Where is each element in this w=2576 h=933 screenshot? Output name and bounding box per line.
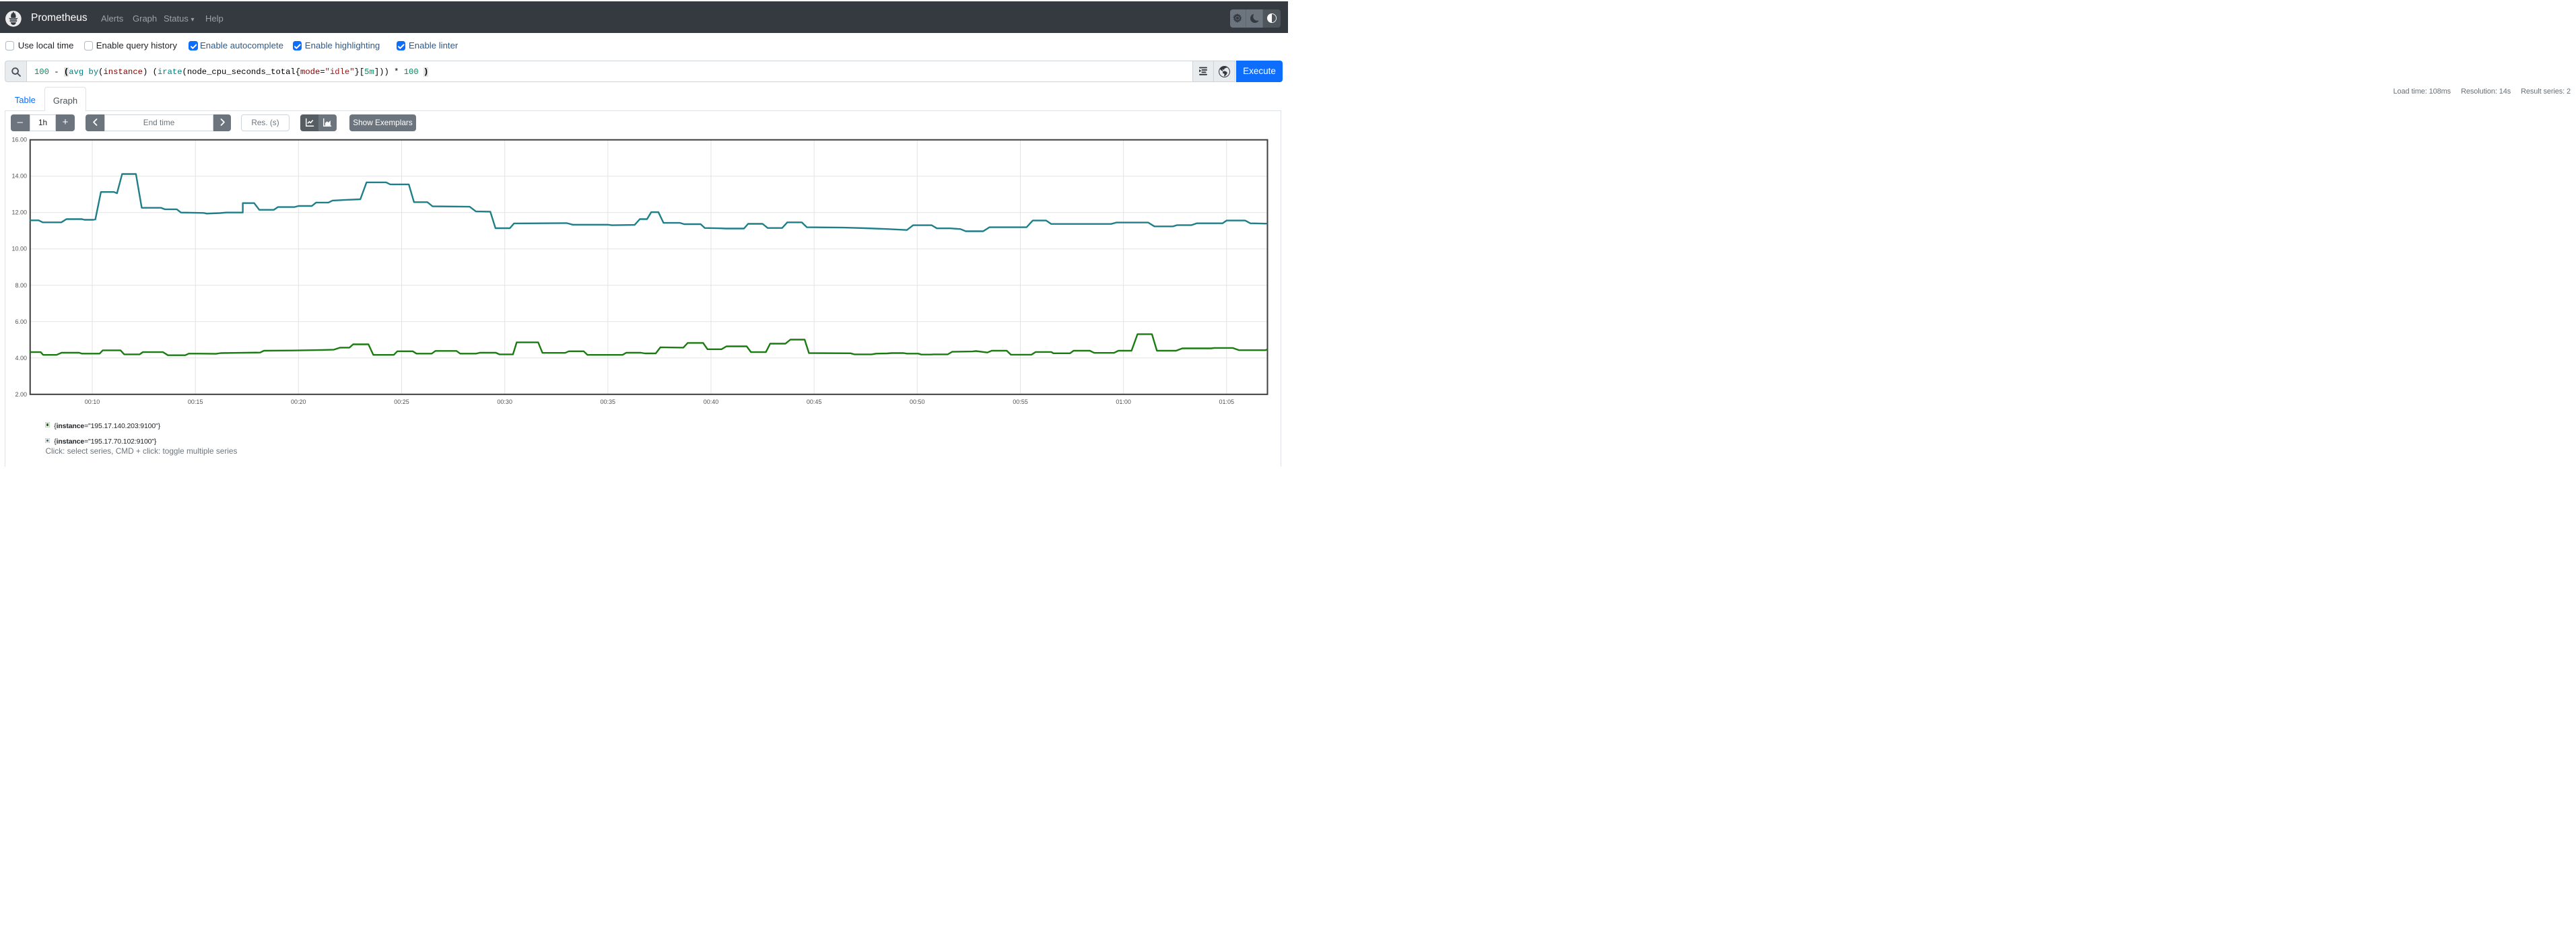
svg-text:00:50: 00:50	[910, 399, 925, 405]
svg-text:8.00: 8.00	[15, 282, 27, 289]
svg-text:01:05: 01:05	[1219, 399, 1235, 405]
svg-text:00:35: 00:35	[601, 399, 616, 405]
svg-text:4.00: 4.00	[15, 355, 27, 361]
svg-text:00:20: 00:20	[291, 399, 306, 405]
svg-text:00:25: 00:25	[394, 399, 409, 405]
svg-text:12.00: 12.00	[11, 209, 27, 216]
svg-text:01:00: 01:00	[1116, 399, 1131, 405]
svg-text:6.00: 6.00	[15, 318, 27, 325]
svg-text:00:55: 00:55	[1013, 399, 1028, 405]
svg-text:00:40: 00:40	[704, 399, 719, 405]
svg-text:14.00: 14.00	[11, 173, 27, 180]
svg-text:2.00: 2.00	[15, 391, 27, 398]
svg-text:00:45: 00:45	[807, 399, 822, 405]
svg-text:00:15: 00:15	[188, 399, 203, 405]
svg-text:16.00: 16.00	[11, 137, 27, 143]
svg-text:10.00: 10.00	[11, 246, 27, 252]
svg-text:00:10: 00:10	[85, 399, 100, 405]
svg-text:00:30: 00:30	[497, 399, 512, 405]
